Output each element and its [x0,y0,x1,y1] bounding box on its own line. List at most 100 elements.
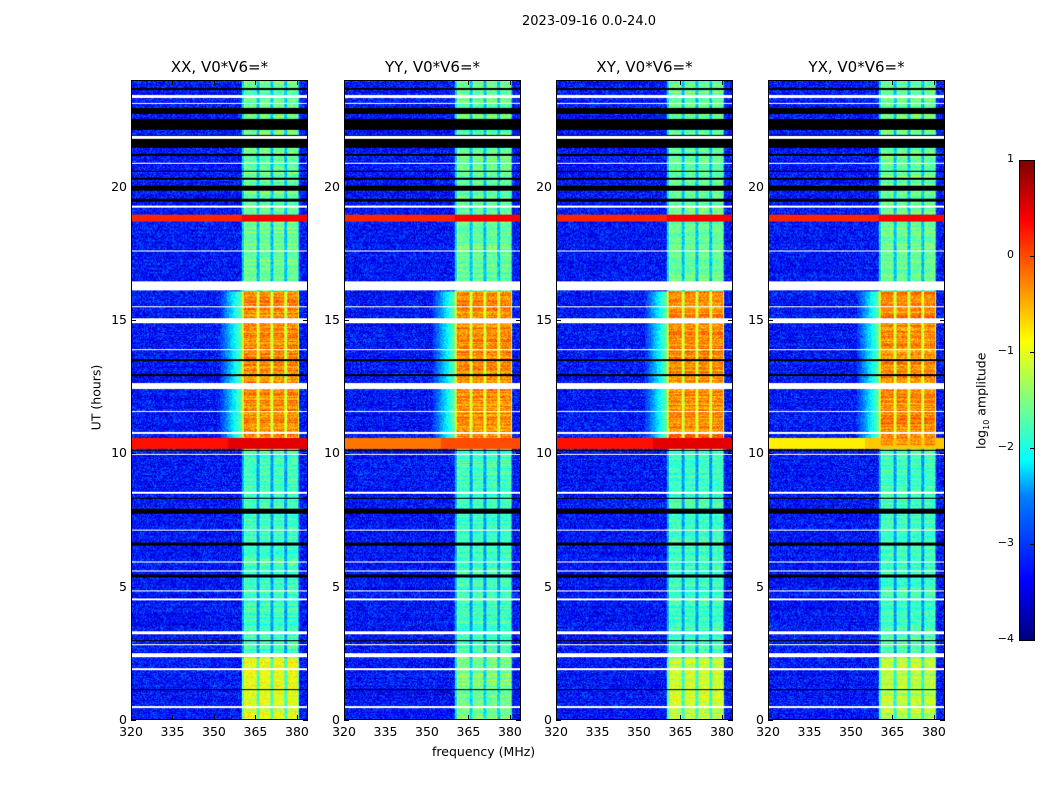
y-tick-mark [940,453,945,455]
x-tick-label: 365 [243,724,268,739]
x-tick-mark [344,715,345,720]
colorbar-tick-mark [1030,256,1035,257]
y-axis-label: UT (hours) [88,364,104,431]
y-tick-label: 10 [536,445,552,461]
colorbar-tick-mark [1030,448,1035,449]
y-tick-label: 15 [111,312,127,327]
x-tick-label: 350 [415,724,439,739]
x-tick-label: 380 [285,724,309,739]
y-tick-mark [556,320,561,321]
heatmap-panel [768,80,945,720]
y-tick-label: 15 [324,312,340,327]
panel-title: YY, V0*V6=* [384,58,481,76]
y-tick-mark [344,186,349,188]
heatmap-panel [556,80,733,720]
y-tick-label: 20 [748,178,764,194]
colorbar-tick-label: 1 [1007,152,1014,165]
x-tick-label: 365 [668,724,693,739]
y-tick-label: 10 [748,445,764,461]
y-tick-mark [131,586,136,588]
y-tick-mark [940,186,945,188]
y-tick-label: 0 [332,712,340,727]
y-tick-mark [131,720,136,721]
x-tick-mark [809,715,811,720]
y-tick-mark [556,720,561,721]
heatmap-image [769,81,944,719]
x-tick-mark [255,80,257,85]
y-tick-label: 20 [111,178,127,194]
x-tick-label: 335 [585,724,610,739]
x-tick-mark [597,715,599,720]
colorbar-tick-label: −3 [997,536,1014,549]
y-tick-mark [303,186,308,188]
heatmap-image [345,81,520,719]
y-tick-label: 15 [536,312,552,327]
x-tick-mark [892,80,894,85]
x-tick-mark [468,715,470,720]
y-tick-mark [728,720,733,721]
x-tick-mark [385,80,387,85]
x-tick-mark [933,715,935,720]
x-tick-mark [509,80,511,85]
heatmap-panel [344,80,521,720]
colorbar-tick-label: 0 [1007,248,1014,261]
x-tick-mark [892,715,894,720]
x-tick-mark [850,80,852,85]
x-tick-label: 380 [498,724,522,739]
colorbar-tick-mark [1030,352,1035,353]
x-tick-label: 335 [797,724,822,739]
y-tick-mark [728,586,733,588]
y-tick-label: 5 [119,578,127,594]
y-tick-mark [768,453,773,455]
x-tick-mark [426,715,428,720]
x-tick-label: 335 [160,724,185,739]
x-tick-label: 320 [119,724,143,739]
y-tick-mark [768,720,773,721]
y-tick-mark [344,320,349,321]
y-tick-mark [728,453,733,455]
y-tick-label: 20 [536,178,552,194]
x-tick-mark [638,715,640,720]
colorbar-tick-mark [1030,160,1035,161]
y-tick-mark [344,453,349,455]
colorbar [1019,160,1035,641]
y-tick-mark [728,320,733,321]
y-tick-mark [516,586,521,588]
x-tick-label: 320 [332,724,356,739]
y-tick-label: 0 [756,712,764,727]
y-tick-mark [303,586,308,588]
x-tick-mark [556,80,557,85]
y-tick-mark [131,320,136,321]
y-tick-mark [344,586,349,588]
x-tick-mark [468,80,470,85]
x-tick-mark [850,715,852,720]
x-tick-mark [721,80,723,85]
x-tick-mark [296,715,298,720]
y-tick-mark [303,453,308,455]
panel-title: XY, V0*V6=* [596,58,693,76]
y-tick-mark [768,186,773,188]
x-tick-mark [680,80,682,85]
x-tick-label: 350 [839,724,863,739]
y-tick-mark [556,186,561,188]
x-tick-mark [597,80,599,85]
y-tick-mark [728,186,733,188]
x-tick-label: 365 [456,724,481,739]
heatmap-image [132,81,307,719]
colorbar-tick-mark [1030,640,1035,641]
y-tick-mark [768,586,773,588]
y-tick-mark [516,453,521,455]
y-tick-mark [556,586,561,588]
x-tick-label: 365 [880,724,905,739]
colorbar-tick-label: −2 [997,440,1014,453]
x-tick-mark [809,80,811,85]
colorbar-tick-mark [1030,544,1035,545]
x-tick-mark [638,80,640,85]
x-tick-mark [556,715,557,720]
figure-title: 2023-09-16 0.0-24.0 [522,14,656,29]
y-tick-mark [303,720,308,721]
x-tick-label: 350 [202,724,226,739]
x-tick-mark [385,715,387,720]
x-tick-mark [255,715,257,720]
x-tick-mark [131,80,132,85]
